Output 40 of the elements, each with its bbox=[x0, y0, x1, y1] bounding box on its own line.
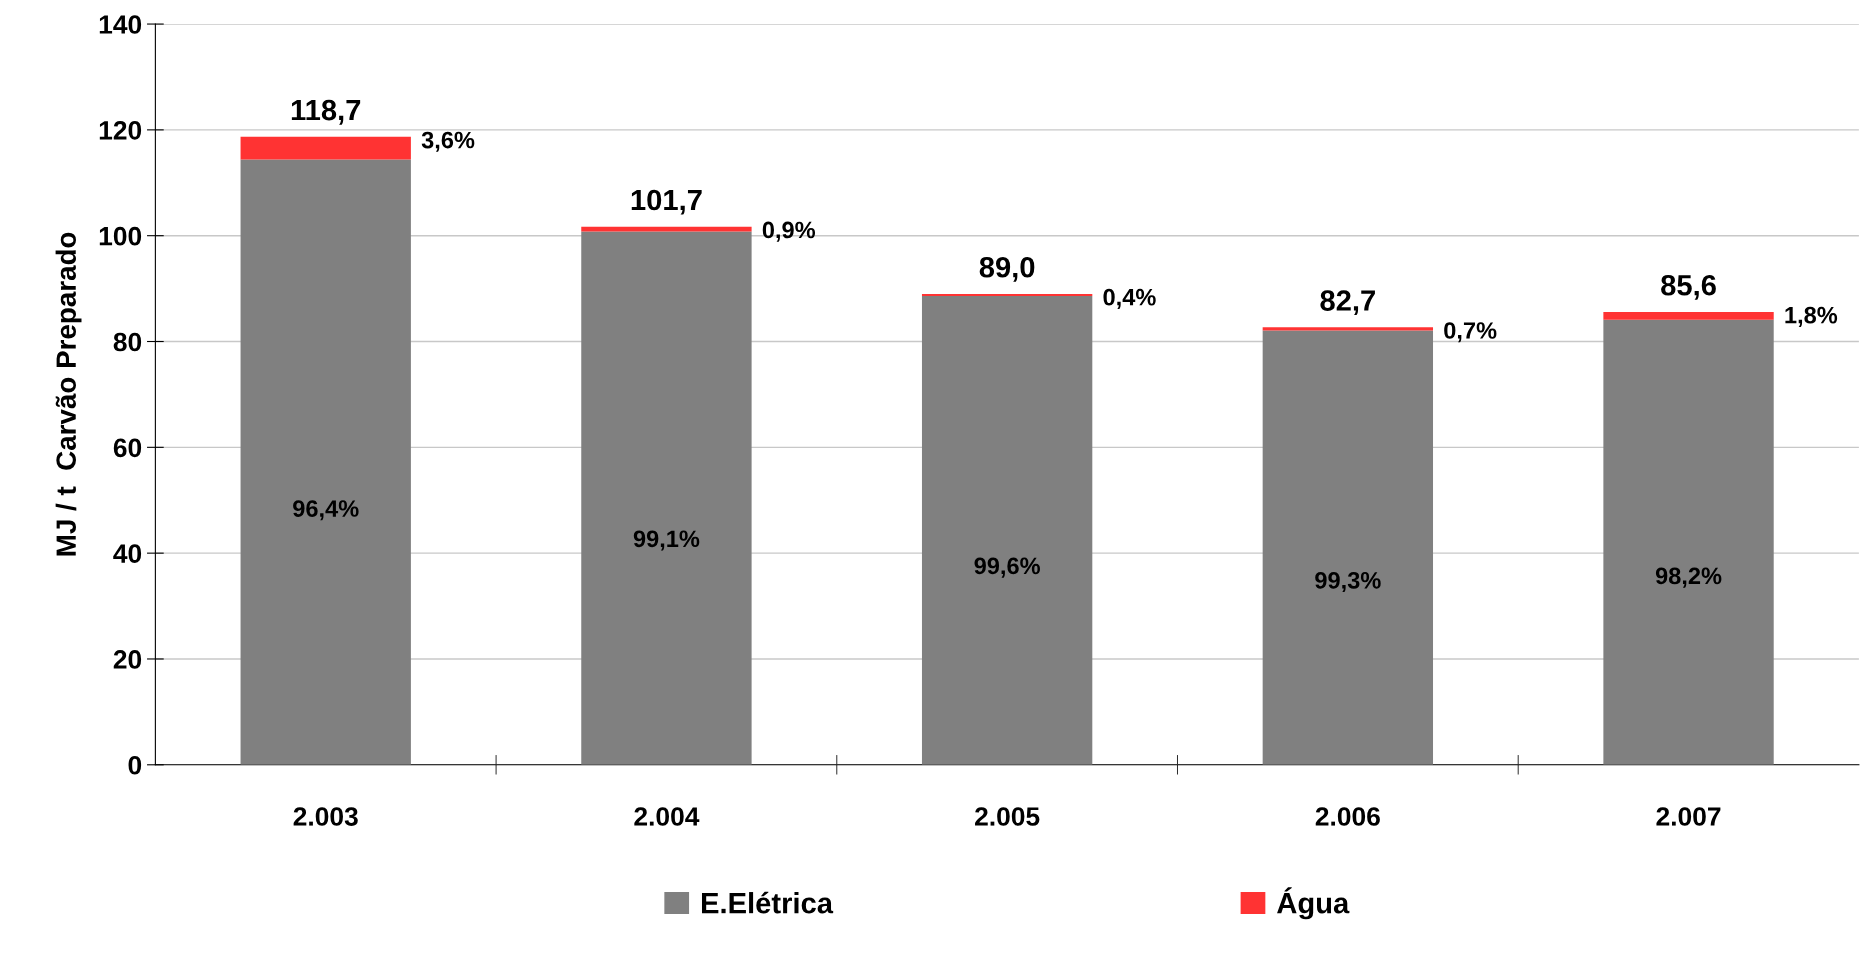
legend-label: Água bbox=[1277, 887, 1350, 920]
x-tick-label: 2.005 bbox=[975, 807, 1040, 826]
bar bbox=[240, 136, 411, 160]
total-label: 101,7 bbox=[631, 189, 702, 215]
annotation: 0,7% bbox=[1444, 322, 1497, 343]
total-label: 89,0 bbox=[979, 256, 1035, 282]
y-tick-label: 0 bbox=[128, 755, 142, 775]
bar bbox=[1603, 311, 1774, 320]
x-tick-label: 2.007 bbox=[1656, 807, 1721, 826]
y-tick-label: 40 bbox=[113, 544, 142, 563]
y-tick-label: 60 bbox=[113, 438, 142, 458]
annotation: 99,1% bbox=[633, 530, 700, 551]
total-label: 82,7 bbox=[1320, 290, 1375, 316]
annotation: 0,4% bbox=[1103, 288, 1156, 309]
x-tick-label: 2.003 bbox=[293, 807, 358, 826]
y-tick-label: 120 bbox=[99, 121, 142, 140]
y-tick-label: 80 bbox=[113, 332, 142, 352]
total-label: 85,6 bbox=[1661, 274, 1716, 300]
annotation: 0,9% bbox=[762, 221, 816, 242]
bar bbox=[921, 293, 1093, 297]
annotation: 1,8% bbox=[1785, 306, 1838, 327]
bar bbox=[1603, 319, 1774, 765]
annotation: 99,3% bbox=[1315, 571, 1381, 593]
bar bbox=[1262, 327, 1434, 331]
total-label: 118,7 bbox=[291, 99, 361, 125]
x-tick-label: 2.004 bbox=[634, 807, 700, 826]
annotation: 99,6% bbox=[974, 557, 1040, 578]
bar bbox=[581, 231, 752, 765]
bar bbox=[240, 159, 411, 765]
y-axis-title: MJ / t Carvão Preparado bbox=[55, 232, 82, 556]
bar bbox=[1262, 330, 1434, 765]
legend-label: E.Elétrica bbox=[701, 891, 834, 914]
x-tick-label: 2.006 bbox=[1315, 807, 1380, 826]
y-tick-label: 100 bbox=[99, 226, 142, 246]
y-tick-label: 140 bbox=[99, 15, 142, 34]
annotation: 98,2% bbox=[1655, 567, 1722, 588]
bar bbox=[921, 296, 1093, 765]
annotation: 3,6% bbox=[421, 131, 475, 152]
y-tick-label: 20 bbox=[113, 650, 142, 669]
annotation: 96,4% bbox=[293, 500, 359, 521]
